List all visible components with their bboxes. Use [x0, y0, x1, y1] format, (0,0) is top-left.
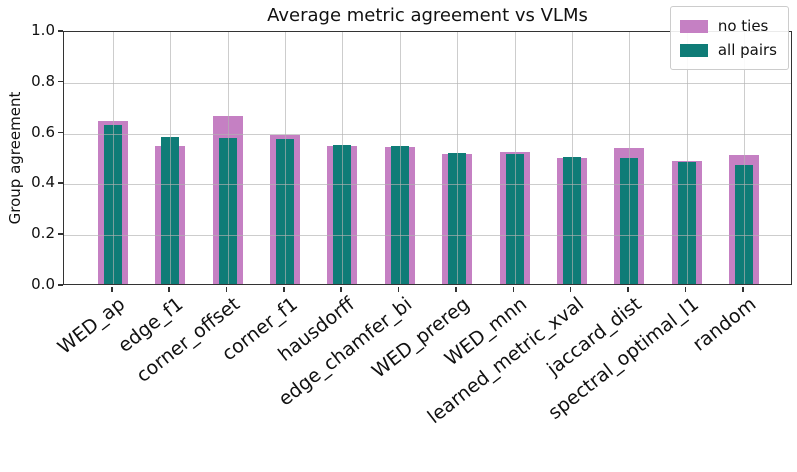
- legend-item-no-ties: no ties: [679, 14, 777, 38]
- y-axis-label: Group agreement: [6, 91, 24, 225]
- x-tick-mark: [569, 286, 572, 292]
- gridline-horizontal: [64, 184, 791, 186]
- y-tick-mark: [58, 80, 63, 83]
- x-tick-mark: [283, 286, 285, 292]
- x-tick-mark: [111, 286, 113, 292]
- gridline-vertical: [514, 32, 516, 284]
- x-tick-mark: [742, 286, 744, 292]
- x-tick-mark: [627, 286, 629, 292]
- gridline-horizontal: [64, 235, 791, 237]
- gridline-vertical: [744, 32, 745, 284]
- x-tick-mark: [512, 286, 515, 292]
- y-tick-label: 0.6: [31, 122, 55, 141]
- chart-title: Average metric agreement vs VLMs: [267, 5, 588, 26]
- legend-label: no ties: [717, 17, 769, 35]
- gridline-vertical: [170, 32, 172, 284]
- x-tick-mark: [225, 286, 228, 292]
- x-tick-mark: [684, 286, 687, 292]
- gridline-horizontal: [64, 133, 791, 135]
- x-tick-label-random: random: [688, 293, 761, 356]
- x-tick-mark: [455, 286, 457, 292]
- y-tick-mark: [58, 30, 63, 32]
- y-tick-label: 0.8: [31, 71, 55, 90]
- x-tick-label-WED_ap: WED_ap: [54, 293, 130, 359]
- x-tick-mark: [397, 286, 400, 292]
- legend-label: all pairs: [717, 41, 777, 59]
- y-tick-label: 0.0: [31, 275, 55, 293]
- y-tick-mark: [58, 233, 63, 235]
- x-tick-mark: [168, 286, 170, 292]
- plot-area: [63, 31, 792, 285]
- gridline-vertical: [686, 32, 688, 284]
- legend-item-all-pairs: all pairs: [679, 38, 777, 62]
- y-tick-label: 1.0: [31, 21, 55, 39]
- y-tick-mark: [58, 284, 63, 286]
- y-tick-mark: [58, 182, 63, 184]
- y-tick-label: 0.4: [31, 173, 55, 192]
- gridline-vertical: [571, 32, 573, 284]
- gridline-vertical: [399, 32, 401, 284]
- y-tick-label: 0.2: [31, 224, 55, 243]
- gridline-vertical: [457, 32, 459, 284]
- x-tick-mark: [340, 286, 342, 292]
- gridline-horizontal: [64, 82, 791, 84]
- gridline-vertical: [227, 32, 229, 284]
- gridline-vertical: [342, 32, 344, 284]
- gridline-vertical: [285, 32, 287, 284]
- y-tick-mark: [58, 131, 63, 134]
- legend-swatch-icon: [679, 43, 708, 57]
- gridline-vertical: [113, 32, 114, 284]
- legend-swatch-icon: [679, 19, 708, 33]
- gridline-vertical: [629, 32, 631, 284]
- legend: no ties all pairs: [669, 6, 789, 70]
